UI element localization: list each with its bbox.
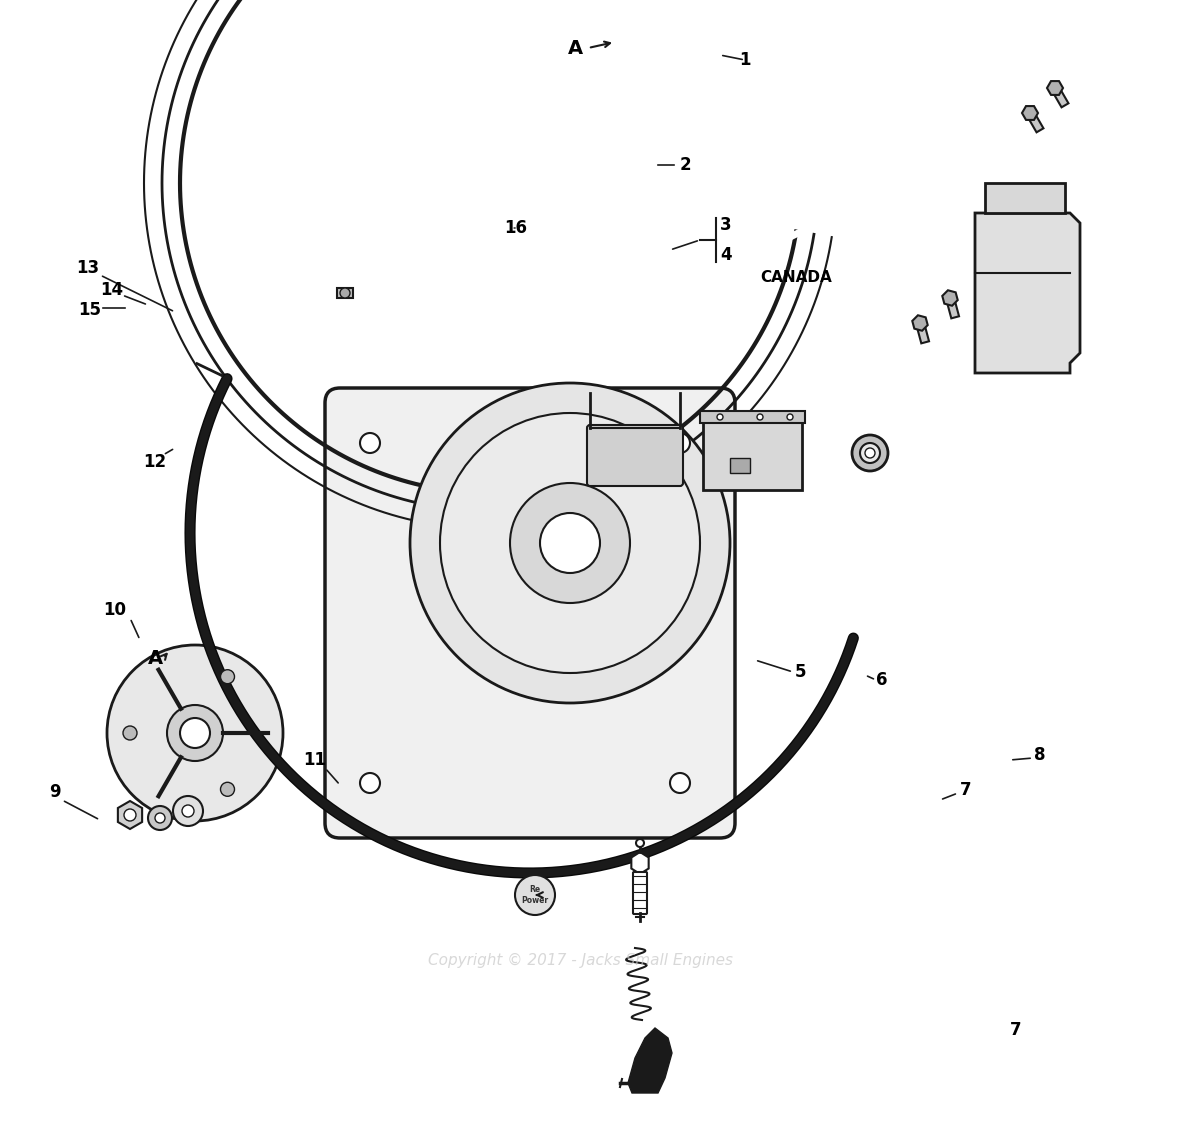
Polygon shape (942, 290, 958, 305)
Polygon shape (912, 316, 928, 331)
Circle shape (221, 669, 234, 684)
Text: 14: 14 (101, 281, 124, 299)
Text: 9: 9 (49, 783, 61, 801)
Circle shape (670, 433, 690, 453)
Text: 8: 8 (1034, 746, 1045, 764)
Text: A: A (568, 38, 582, 57)
Polygon shape (1022, 106, 1038, 120)
FancyBboxPatch shape (325, 389, 734, 838)
Circle shape (718, 414, 722, 420)
Text: 5: 5 (794, 663, 805, 681)
Circle shape (757, 414, 763, 420)
Circle shape (173, 796, 203, 827)
Circle shape (124, 725, 137, 740)
Text: 16: 16 (504, 219, 528, 237)
Text: Copyright © 2017 - Jacks Small Engines: Copyright © 2017 - Jacks Small Engines (427, 952, 732, 968)
Circle shape (124, 809, 136, 821)
Circle shape (636, 839, 644, 847)
FancyBboxPatch shape (634, 871, 647, 914)
Circle shape (148, 806, 172, 830)
Text: 4: 4 (720, 246, 732, 264)
Circle shape (360, 433, 380, 453)
Text: 7: 7 (960, 780, 972, 798)
Circle shape (515, 875, 554, 915)
Polygon shape (1046, 81, 1063, 95)
Circle shape (852, 435, 888, 471)
Polygon shape (628, 1028, 672, 1093)
Circle shape (440, 413, 700, 673)
Text: CANADA: CANADA (760, 271, 832, 285)
Circle shape (221, 783, 234, 796)
Bar (730, 458, 750, 473)
Text: 3: 3 (720, 216, 732, 234)
Circle shape (510, 483, 630, 603)
Circle shape (865, 448, 875, 458)
Text: 2: 2 (679, 156, 691, 174)
Circle shape (860, 442, 880, 463)
Circle shape (787, 414, 793, 420)
Text: 11: 11 (304, 751, 326, 769)
Circle shape (107, 645, 283, 821)
Polygon shape (631, 852, 649, 874)
Circle shape (540, 513, 600, 573)
Text: 15: 15 (78, 301, 102, 319)
Text: A: A (148, 648, 162, 667)
Text: 10: 10 (103, 601, 126, 619)
Text: 13: 13 (77, 259, 100, 277)
Bar (700, 411, 805, 423)
Circle shape (167, 705, 223, 761)
Polygon shape (1026, 111, 1044, 133)
Text: 6: 6 (876, 672, 888, 690)
Polygon shape (974, 213, 1080, 373)
Text: 7: 7 (1010, 1021, 1021, 1039)
Text: 1: 1 (739, 51, 751, 69)
Circle shape (182, 805, 194, 818)
Text: 12: 12 (144, 453, 167, 471)
Circle shape (410, 383, 730, 703)
Circle shape (340, 287, 350, 298)
Polygon shape (985, 183, 1066, 213)
Circle shape (180, 718, 210, 748)
Circle shape (670, 773, 690, 793)
FancyBboxPatch shape (703, 421, 802, 490)
Polygon shape (1051, 86, 1068, 108)
Polygon shape (916, 322, 929, 344)
Circle shape (155, 813, 166, 823)
FancyBboxPatch shape (587, 424, 683, 486)
Polygon shape (946, 296, 959, 318)
Bar (337, 287, 353, 298)
Circle shape (360, 773, 380, 793)
Text: Re
Power: Re Power (522, 885, 548, 905)
